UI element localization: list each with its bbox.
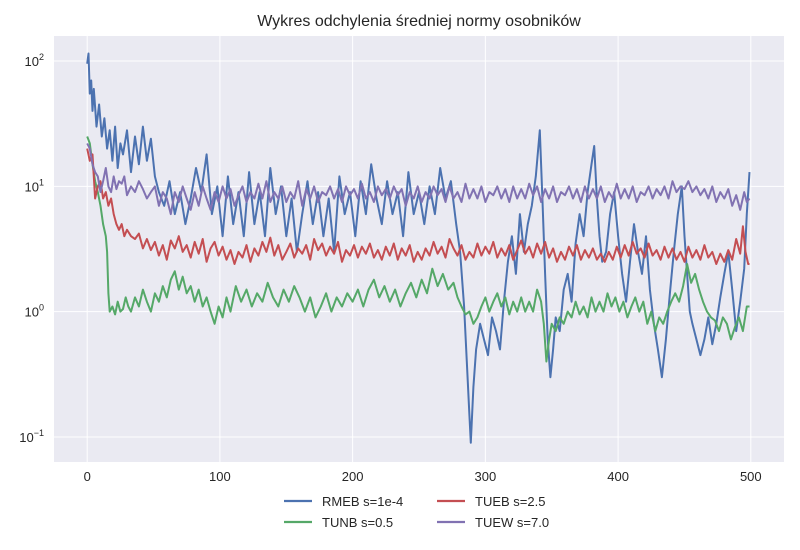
x-tick-label: 100 (209, 469, 231, 484)
chart-title: Wykres odchylenia średniej normy osobnik… (257, 13, 581, 30)
x-tick-label: 0 (84, 469, 91, 484)
x-tick-label: 200 (342, 469, 364, 484)
x-tick-label: 400 (607, 469, 629, 484)
x-tick-label: 500 (740, 469, 762, 484)
y-tick-label: 101 (25, 177, 44, 194)
x-tick-label: 300 (475, 469, 497, 484)
legend: RMEB s=1e-4 TUNB s=0.5 TUEB s=2.5 TUEW s=7.… (284, 494, 549, 530)
y-axis: 10−1 100 101 102 (19, 52, 44, 445)
y-tick-label: 102 (25, 52, 44, 69)
legend-label-1: TUNB s=0.5 (322, 515, 393, 530)
x-axis: 0 100 200 300 400 500 (84, 469, 762, 484)
legend-label-3: TUEW s=7.0 (475, 515, 549, 530)
series-line-0 (86, 52, 751, 444)
y-tick-label: 100 (25, 303, 44, 320)
series-line-3 (86, 142, 751, 216)
legend-label-0: RMEB s=1e-4 (322, 494, 403, 509)
legend-label-2: TUEB s=2.5 (475, 494, 545, 509)
series-layer (86, 52, 751, 444)
series-line-2 (86, 148, 750, 265)
series-line-1 (86, 136, 750, 363)
y-tick-label: 10−1 (19, 428, 44, 445)
plot-area (54, 36, 784, 462)
